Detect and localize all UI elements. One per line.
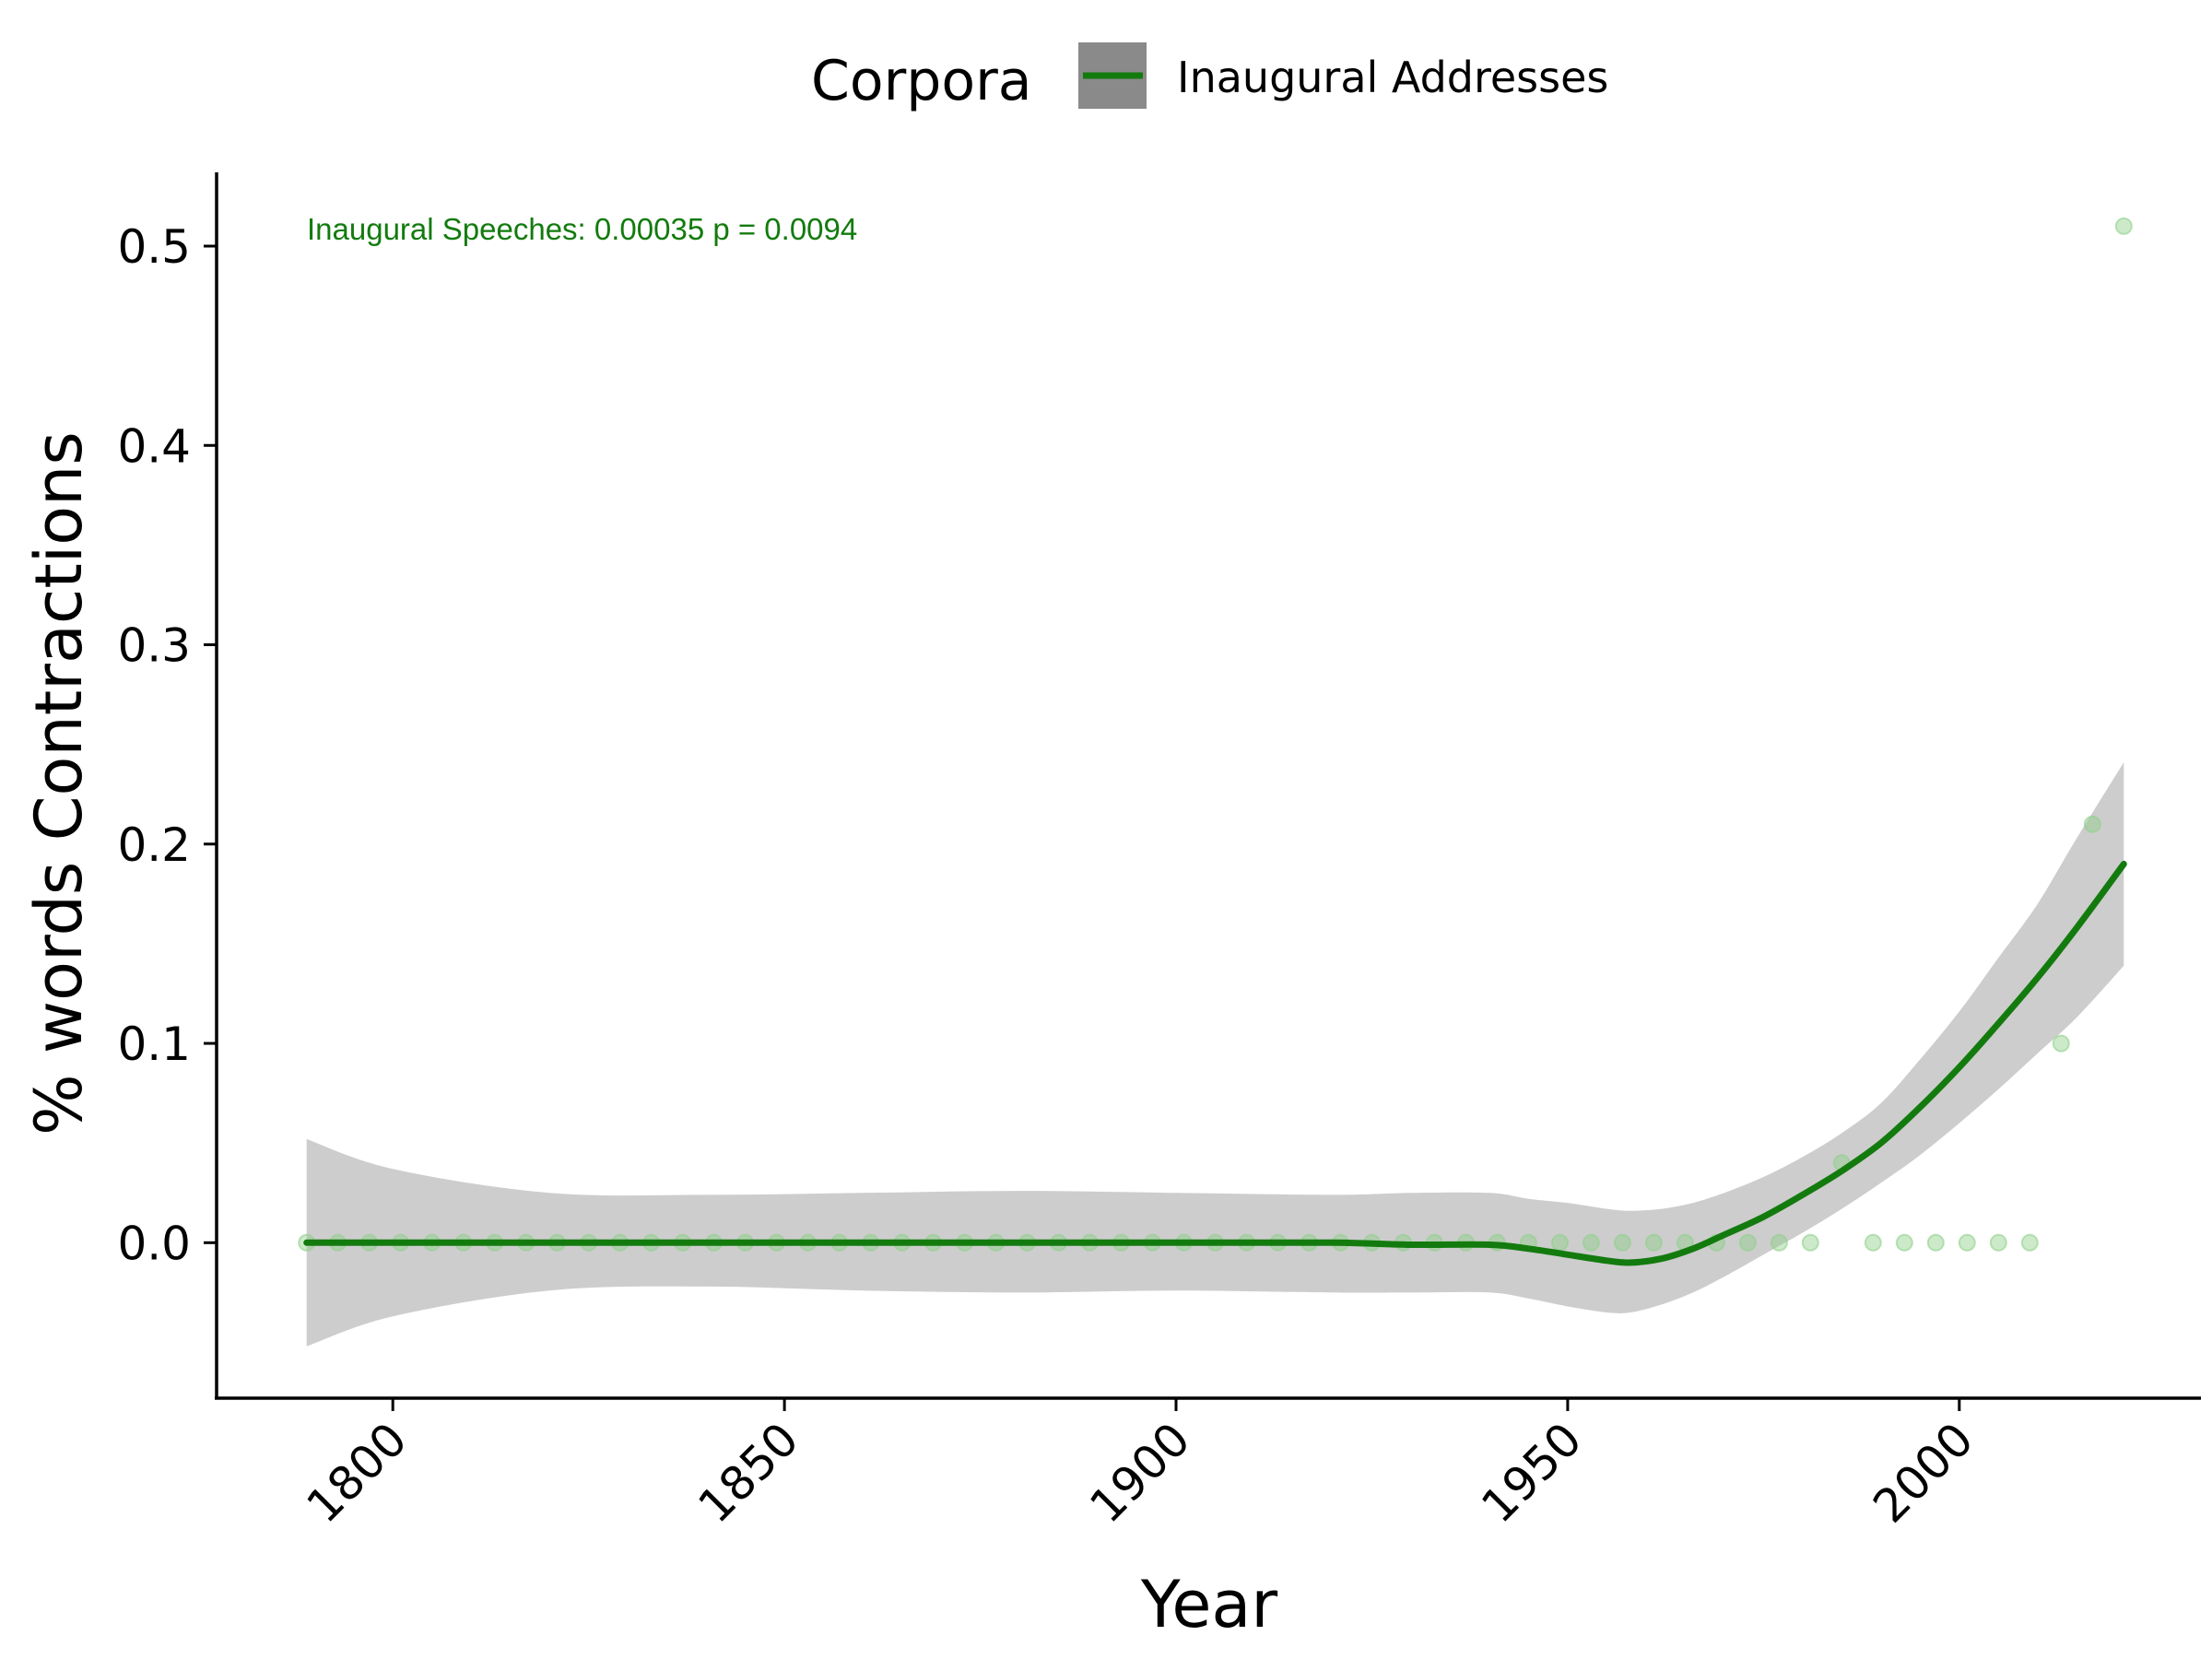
x-tick-label: 1850 (688, 1412, 809, 1533)
legend: Corpora Inaugural Addresses (811, 42, 1608, 113)
data-point (1926, 1233, 1945, 1252)
y-tick-label: 0.3 (117, 619, 191, 673)
data-point (1550, 1233, 1569, 1252)
legend-title: Corpora (811, 49, 1032, 113)
smooth-line (303, 860, 2127, 1266)
data-point (1770, 1233, 1788, 1252)
data-point (2052, 1034, 2070, 1053)
y-tick-label: 0.2 (117, 818, 191, 872)
data-point (1644, 1233, 1663, 1252)
y-tick-label: 0.4 (117, 419, 191, 473)
confidence-band (306, 762, 2124, 1347)
y-tick-label: 0.1 (117, 1018, 191, 1071)
data-point (2020, 1233, 2039, 1252)
data-point (2083, 815, 2101, 833)
legend-label-inaugural-addresses: Inaugural Addresses (1177, 53, 1608, 102)
data-point (2114, 217, 2133, 235)
annotation-text: Inaugural Speeches: 0.00035 p = 0.0094 (307, 212, 857, 246)
data-points (298, 217, 2133, 1252)
x-axis-title: Year (1140, 1567, 1277, 1642)
y-tick-label: 0.5 (117, 220, 191, 274)
data-point (1582, 1233, 1600, 1252)
y-axis-ticks: 0.0 0.1 0.2 0.3 0.4 0.5 (117, 220, 217, 1270)
data-point (1738, 1233, 1757, 1252)
x-tick-label: 1950 (1471, 1412, 1592, 1533)
x-tick-label: 1800 (297, 1412, 418, 1533)
x-tick-label: 2000 (1863, 1412, 1983, 1533)
data-point (1958, 1233, 1976, 1252)
data-point (1895, 1233, 1913, 1252)
data-point (1989, 1233, 2007, 1252)
y-tick-label: 0.0 (117, 1217, 191, 1270)
x-tick-label: 1900 (1079, 1412, 1200, 1533)
data-point (1613, 1233, 1631, 1252)
confidence-band-area (306, 762, 2124, 1347)
data-point (1801, 1233, 1819, 1252)
smooth-line-path (303, 860, 2127, 1266)
x-axis-ticks: 1800 1850 1900 1950 2000 (297, 1398, 1983, 1533)
y-axis-title: % words Contractions (21, 431, 97, 1135)
data-point (1864, 1233, 1882, 1252)
